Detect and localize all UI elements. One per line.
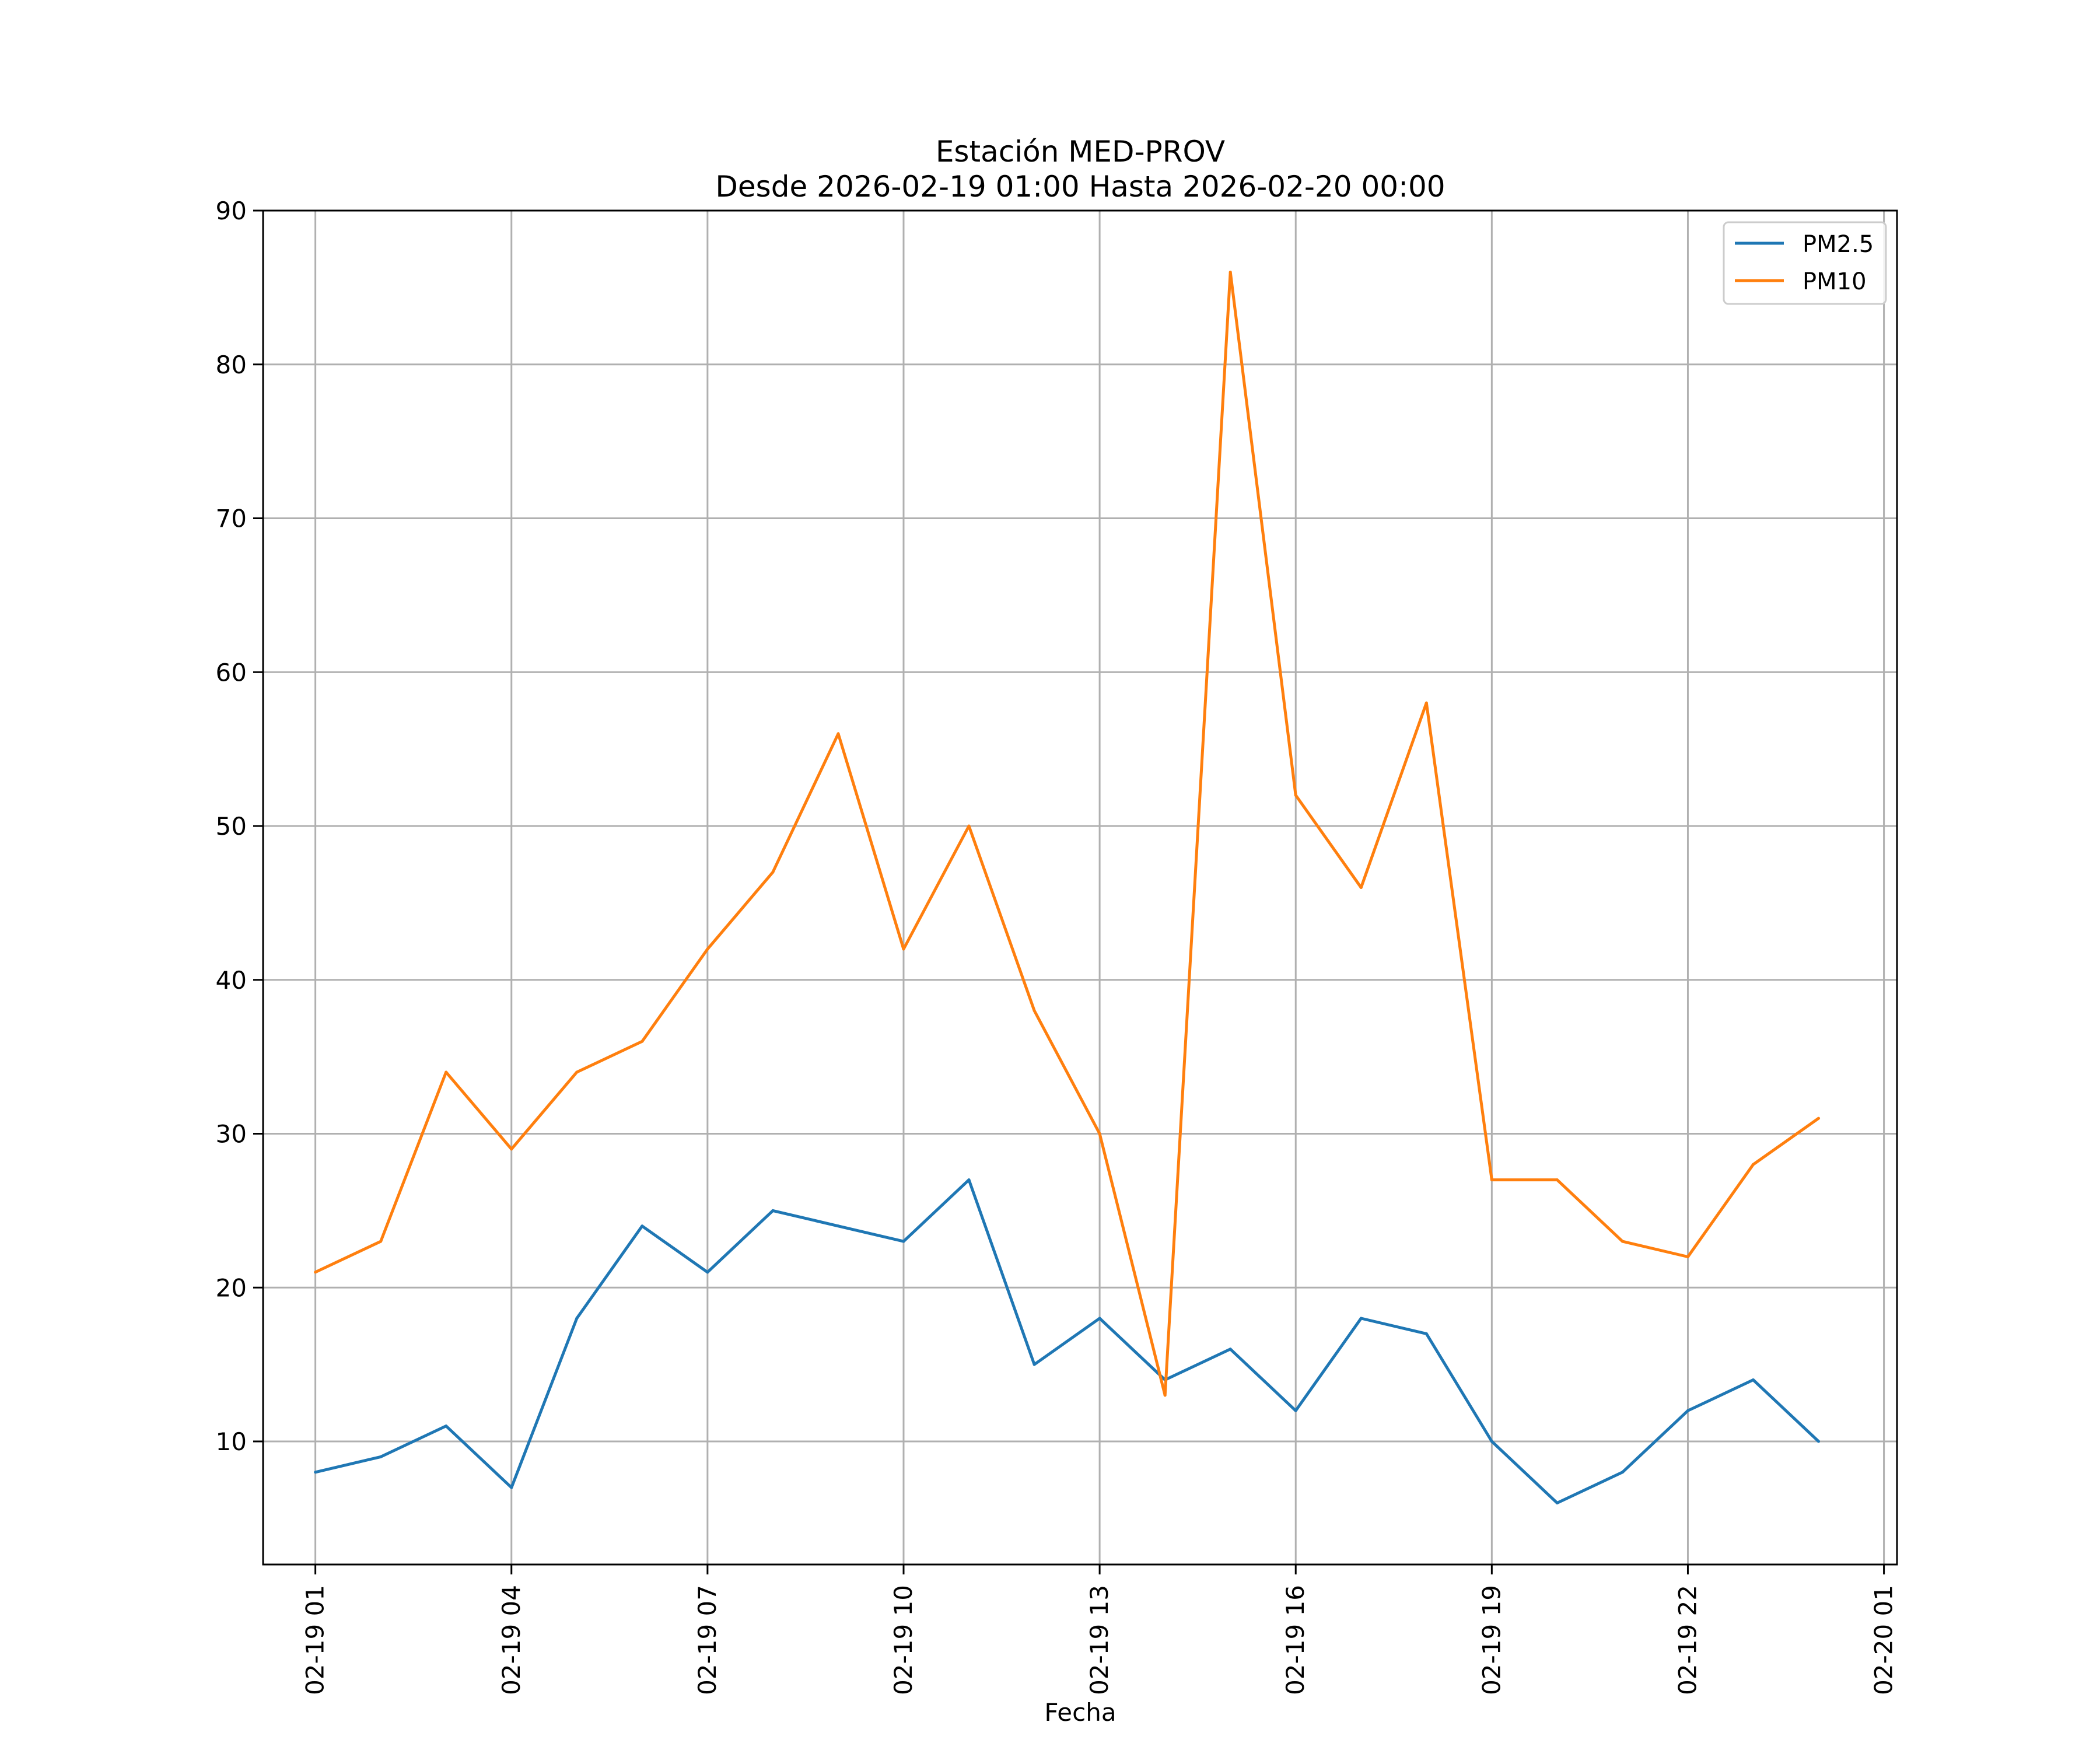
data-point xyxy=(902,947,905,951)
data-point xyxy=(1294,1409,1297,1412)
data-point xyxy=(575,1317,579,1320)
data-point xyxy=(1817,1116,1821,1120)
data-point xyxy=(510,1486,513,1489)
data-point xyxy=(444,1424,448,1428)
legend: PM2.5 PM10 xyxy=(1723,221,1887,305)
data-point xyxy=(1817,1440,1821,1443)
data-point xyxy=(1032,1363,1036,1366)
data-point xyxy=(314,1471,317,1474)
data-point xyxy=(902,1240,905,1243)
y-tick-label: 80 xyxy=(216,351,247,379)
data-point xyxy=(836,732,840,736)
series-line-pm10 xyxy=(314,271,1820,1397)
x-tick-label: 02-19 22 xyxy=(1673,1585,1702,1695)
y-tick-label: 20 xyxy=(216,1273,247,1302)
data-point xyxy=(1490,1178,1493,1182)
series-line-pm25 xyxy=(315,1178,1820,1504)
data-point xyxy=(1686,1409,1689,1412)
data-point xyxy=(379,1240,383,1243)
data-point xyxy=(1294,793,1297,797)
data-point xyxy=(771,1209,775,1212)
data-point xyxy=(1424,701,1428,705)
data-point xyxy=(967,1178,971,1182)
data-point xyxy=(1620,1240,1624,1243)
data-point xyxy=(1424,1332,1428,1335)
data-point xyxy=(1032,1009,1036,1012)
x-axis-label: Fecha xyxy=(1044,1698,1116,1727)
data-point xyxy=(1098,1317,1101,1320)
chart-title-line2: Desde 2026-02-19 01:00 Hasta 2026-02-20 … xyxy=(715,170,1445,204)
data-point xyxy=(967,824,971,828)
data-point xyxy=(1490,1440,1493,1443)
y-tick-label: 90 xyxy=(216,197,247,225)
data-point xyxy=(706,1270,709,1274)
data-point xyxy=(1752,1378,1755,1381)
y-tick-label: 50 xyxy=(216,812,247,841)
legend-label-pm25: PM2.5 xyxy=(1803,231,1874,258)
data-point xyxy=(575,1070,579,1074)
series-lines xyxy=(314,271,1821,1504)
chart-title-line1: Estación MED-PROV xyxy=(936,135,1225,169)
x-tick-label: 02-19 01 xyxy=(301,1585,330,1695)
x-tick-label: 02-19 10 xyxy=(889,1585,918,1695)
y-tick-label: 10 xyxy=(216,1427,247,1456)
data-point xyxy=(1686,1255,1689,1258)
data-point xyxy=(444,1070,448,1074)
data-point xyxy=(1555,1178,1559,1182)
data-point xyxy=(1228,271,1232,274)
x-tick-label: 02-19 04 xyxy=(497,1585,526,1695)
plot-frame xyxy=(262,209,1898,1566)
data-point xyxy=(836,1224,840,1228)
x-tick-label: 02-19 16 xyxy=(1281,1585,1310,1695)
data-point xyxy=(640,1040,644,1043)
y-axis-ticks: 10 20 30 40 50 60 70 80 90 xyxy=(216,197,263,1456)
data-point xyxy=(1359,886,1363,889)
data-point xyxy=(314,1270,317,1274)
x-tick-label: 02-20 01 xyxy=(1870,1585,1898,1695)
data-point xyxy=(771,870,775,874)
data-point xyxy=(640,1224,644,1228)
y-tick-label: 60 xyxy=(216,658,247,687)
y-tick-label: 70 xyxy=(216,505,247,533)
data-point xyxy=(510,1147,513,1151)
y-tick-label: 40 xyxy=(216,966,247,995)
data-point xyxy=(1752,1163,1755,1166)
data-point xyxy=(1620,1471,1624,1474)
y-tick-label: 30 xyxy=(216,1120,247,1149)
x-tick-label: 02-19 07 xyxy=(693,1585,722,1695)
x-axis-ticks: 02-19 01 02-19 04 02-19 07 02-19 10 02-19 13… xyxy=(301,1564,1898,1695)
x-tick-label: 02-19 13 xyxy=(1085,1585,1114,1695)
legend-label-pm10: PM10 xyxy=(1803,268,1867,295)
data-point xyxy=(379,1455,383,1458)
data-point xyxy=(1228,1348,1232,1351)
data-point xyxy=(1359,1317,1363,1320)
x-tick-label: 02-19 19 xyxy=(1477,1585,1506,1695)
data-point xyxy=(1555,1502,1559,1504)
data-point xyxy=(1098,1132,1101,1135)
grid xyxy=(263,209,1897,1564)
data-point xyxy=(1163,1394,1167,1397)
data-point xyxy=(706,947,709,951)
